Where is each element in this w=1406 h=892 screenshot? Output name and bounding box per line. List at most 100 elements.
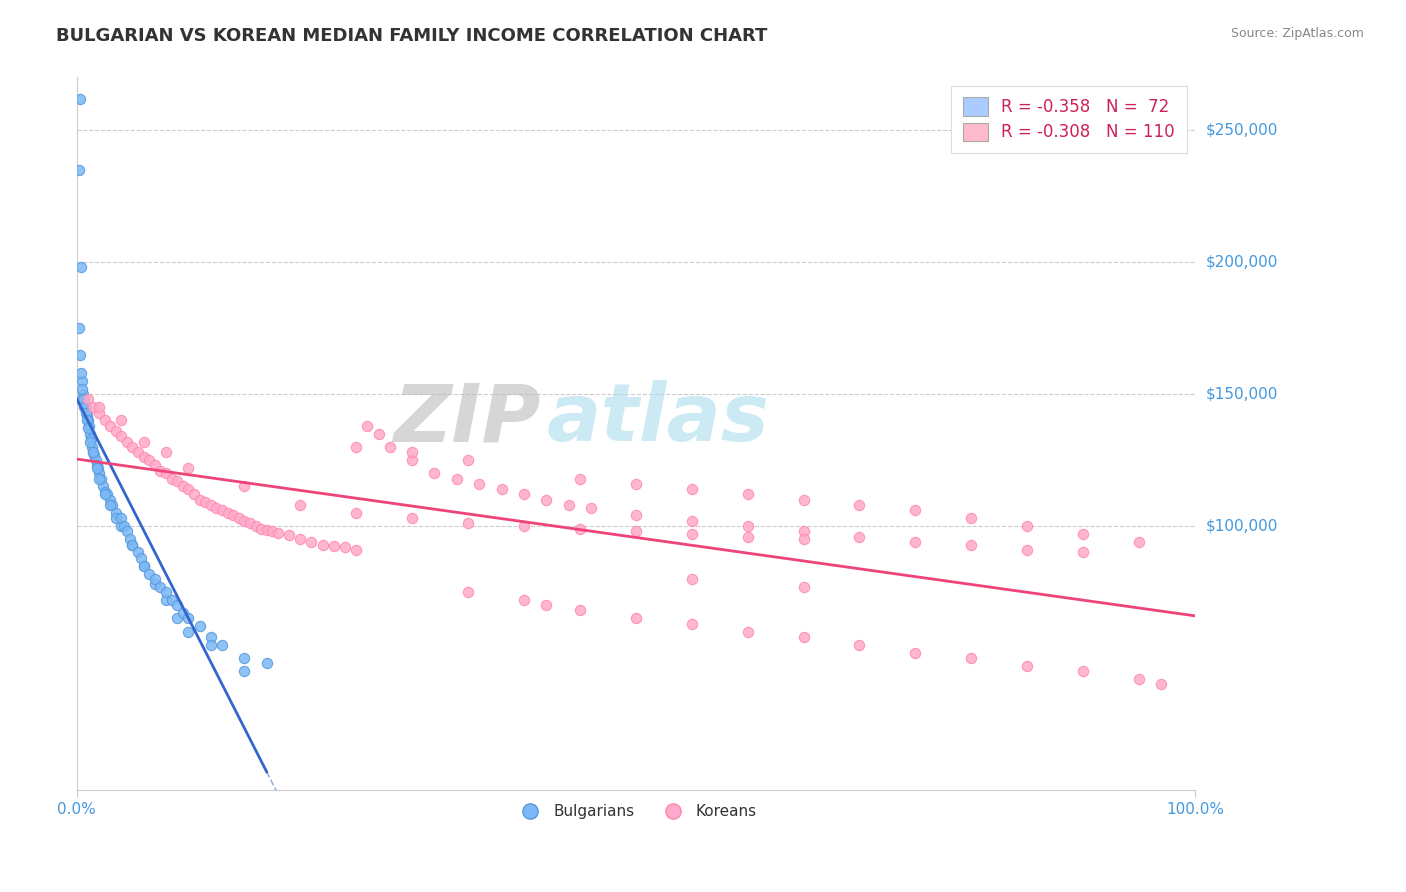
Point bbox=[110, 429, 132, 443]
Point bbox=[155, 467, 177, 481]
Text: atlas: atlas bbox=[547, 380, 769, 458]
Point bbox=[256, 657, 278, 671]
Point bbox=[681, 514, 703, 528]
Point bbox=[793, 630, 815, 644]
Point bbox=[536, 492, 558, 507]
Point bbox=[121, 537, 143, 551]
Point bbox=[87, 471, 110, 485]
Point bbox=[166, 598, 188, 612]
Point bbox=[960, 511, 983, 525]
Point bbox=[290, 498, 312, 512]
Text: BULGARIAN VS KOREAN MEDIAN FAMILY INCOME CORRELATION CHART: BULGARIAN VS KOREAN MEDIAN FAMILY INCOME… bbox=[56, 27, 768, 45]
Point bbox=[256, 523, 278, 537]
Text: Source: ZipAtlas.com: Source: ZipAtlas.com bbox=[1230, 27, 1364, 40]
Point bbox=[194, 495, 217, 509]
Point bbox=[624, 611, 647, 625]
Text: $250,000: $250,000 bbox=[1206, 123, 1278, 137]
Point bbox=[262, 524, 284, 539]
Point bbox=[848, 638, 870, 652]
Point bbox=[69, 347, 91, 361]
Point bbox=[70, 366, 93, 380]
Point bbox=[228, 511, 250, 525]
Point bbox=[222, 508, 245, 523]
Point bbox=[904, 534, 927, 549]
Point bbox=[155, 585, 177, 599]
Point bbox=[75, 406, 97, 420]
Point bbox=[1017, 659, 1039, 673]
Point bbox=[239, 516, 262, 531]
Point bbox=[378, 440, 401, 454]
Point bbox=[245, 519, 267, 533]
Point bbox=[138, 566, 160, 581]
Point bbox=[278, 528, 301, 542]
Point bbox=[624, 476, 647, 491]
Point bbox=[104, 511, 127, 525]
Point bbox=[121, 440, 143, 454]
Point bbox=[200, 630, 222, 644]
Point bbox=[681, 616, 703, 631]
Point bbox=[793, 580, 815, 594]
Point bbox=[624, 524, 647, 539]
Point bbox=[513, 519, 536, 533]
Point bbox=[160, 593, 183, 607]
Point bbox=[1150, 677, 1173, 691]
Point bbox=[76, 421, 98, 435]
Point bbox=[75, 401, 97, 415]
Point bbox=[491, 482, 513, 496]
Point bbox=[87, 467, 110, 481]
Point bbox=[149, 580, 172, 594]
Point bbox=[132, 450, 155, 465]
Point bbox=[513, 487, 536, 501]
Point bbox=[344, 542, 367, 557]
Point bbox=[110, 413, 132, 427]
Text: ZIP: ZIP bbox=[394, 380, 541, 458]
Point bbox=[960, 651, 983, 665]
Point bbox=[1071, 527, 1094, 541]
Point bbox=[82, 445, 104, 459]
Point bbox=[143, 572, 166, 586]
Point bbox=[848, 530, 870, 544]
Point bbox=[73, 392, 96, 407]
Point bbox=[160, 471, 183, 485]
Point bbox=[87, 461, 110, 475]
Point bbox=[536, 598, 558, 612]
Point bbox=[233, 651, 256, 665]
Point bbox=[76, 413, 98, 427]
Point bbox=[172, 479, 194, 493]
Point bbox=[250, 522, 273, 536]
Point bbox=[101, 498, 124, 512]
Point bbox=[344, 440, 367, 454]
Point bbox=[149, 464, 172, 478]
Point bbox=[513, 593, 536, 607]
Point bbox=[132, 434, 155, 449]
Point bbox=[115, 434, 138, 449]
Point bbox=[82, 440, 104, 454]
Point bbox=[69, 91, 91, 105]
Point bbox=[793, 533, 815, 547]
Point bbox=[344, 506, 367, 520]
Point bbox=[73, 401, 96, 415]
Point bbox=[737, 487, 759, 501]
Point bbox=[93, 487, 115, 501]
Point bbox=[104, 506, 127, 520]
Point bbox=[904, 646, 927, 660]
Legend: Bulgarians, Koreans: Bulgarians, Koreans bbox=[509, 797, 762, 825]
Point bbox=[79, 426, 101, 441]
Point bbox=[67, 321, 90, 335]
Point bbox=[233, 479, 256, 493]
Point bbox=[166, 611, 188, 625]
Point bbox=[93, 479, 115, 493]
Point bbox=[200, 638, 222, 652]
Point bbox=[86, 461, 108, 475]
Point bbox=[1071, 664, 1094, 678]
Point bbox=[143, 577, 166, 591]
Point bbox=[70, 260, 93, 275]
Point bbox=[143, 458, 166, 473]
Point bbox=[155, 593, 177, 607]
Point bbox=[322, 539, 344, 553]
Point bbox=[960, 537, 983, 551]
Point bbox=[793, 492, 815, 507]
Point bbox=[200, 498, 222, 512]
Point bbox=[301, 534, 323, 549]
Point bbox=[98, 492, 121, 507]
